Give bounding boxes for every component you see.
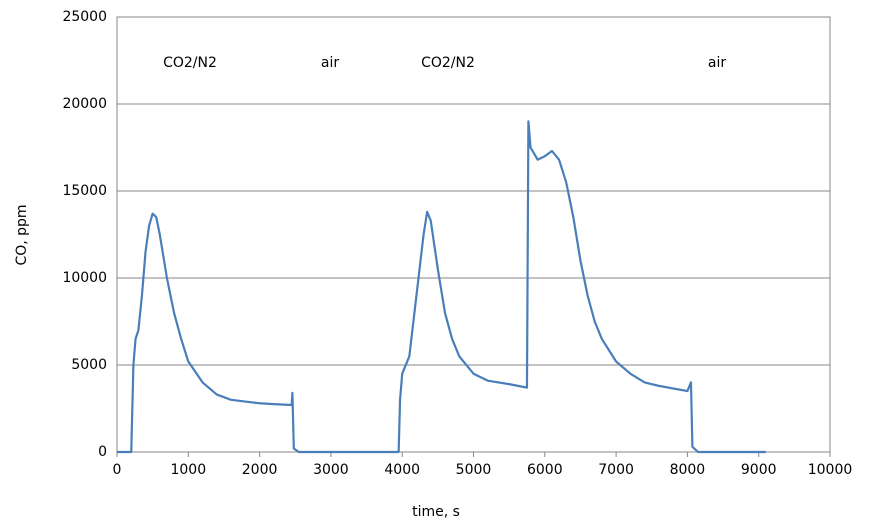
data-line — [117, 120, 766, 454]
x-axis-label: time, s — [412, 504, 460, 520]
y-tick-label: 10000 — [62, 270, 107, 286]
y-tick-label: 25000 — [62, 9, 107, 25]
x-tick-label: 3000 — [313, 462, 349, 478]
x-tick-label: 1000 — [170, 462, 206, 478]
x-tick-label: 2000 — [242, 462, 278, 478]
y-tick-label: 5000 — [71, 357, 107, 373]
x-tick-label: 7000 — [598, 462, 634, 478]
y-tick-label: 0 — [98, 444, 107, 460]
x-tick-label: 0 — [113, 462, 122, 478]
y-axis-label: CO, ppm — [14, 204, 30, 265]
x-tick-label: 9000 — [741, 462, 777, 478]
annotation: air — [708, 55, 726, 71]
x-tick-label: 6000 — [527, 462, 563, 478]
y-tick-label: 15000 — [62, 183, 107, 199]
x-tick-label: 5000 — [456, 462, 492, 478]
x-tick-label: 8000 — [670, 462, 706, 478]
x-tick-label: 4000 — [384, 462, 420, 478]
annotation: air — [321, 55, 339, 71]
plot-frame — [116, 16, 831, 453]
annotation: CO2/N2 — [421, 55, 475, 71]
y-tick-label: 20000 — [62, 96, 107, 112]
annotation: CO2/N2 — [163, 55, 217, 71]
x-tick-label: 10000 — [808, 462, 853, 478]
